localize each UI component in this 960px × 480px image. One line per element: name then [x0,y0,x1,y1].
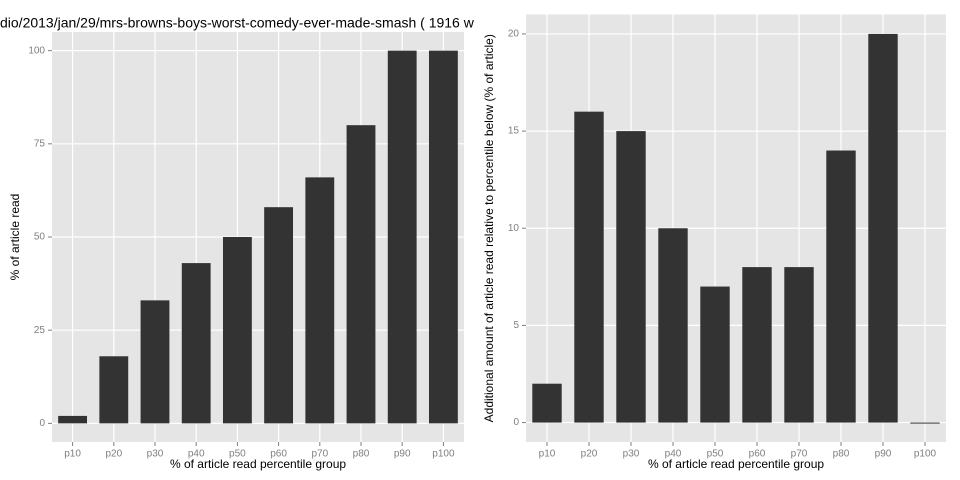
y-tick-label: 25 [34,325,46,336]
x-tick-label: p50 [229,449,246,460]
x-tick-label: p80 [833,449,850,460]
x-tick-label: p70 [311,449,328,460]
y-tick-label: 0 [39,418,45,429]
bar [222,237,252,424]
bar [868,33,898,423]
bar [826,150,856,423]
x-tick-label: p50 [707,449,724,460]
y-tick-label: 5 [513,320,519,331]
y-tick-label: 75 [34,138,46,149]
bar [742,267,772,423]
x-tick-label: p90 [394,449,411,460]
y-tick-label: 50 [34,232,46,243]
bar [140,300,170,424]
bar [532,383,562,423]
x-tick-label: p40 [188,449,205,460]
y-tick-label: 15 [508,126,520,137]
y-axis-label: % of article read [8,194,22,281]
bar [387,50,417,424]
bar [346,125,376,424]
x-tick-label: p30 [147,449,164,460]
chart-title: dio/2013/jan/29/mrs-browns-boys-worst-co… [0,15,475,31]
x-tick-label: p20 [581,449,598,460]
x-axis-label: % of article read percentile group [170,457,346,471]
bar [700,286,730,423]
x-tick-label: p100 [432,449,455,460]
x-tick-label: p30 [623,449,640,460]
y-tick-label: 10 [508,223,520,234]
y-tick-label: 100 [28,45,45,56]
x-tick-label: p10 [64,449,81,460]
bar [574,111,604,423]
bar [305,177,335,424]
bar [99,356,129,424]
x-tick-label: p60 [270,449,287,460]
bar [616,131,646,423]
x-tick-label: p70 [791,449,808,460]
bar [428,50,458,424]
bar [910,422,940,424]
bar [784,267,814,423]
x-tick-label: p10 [539,449,556,460]
x-tick-label: p100 [914,449,937,460]
x-tick-label: p60 [749,449,766,460]
bar [658,228,688,423]
bar [58,415,88,424]
x-tick-label: p40 [665,449,682,460]
y-axis-label: Additional amount of article read relati… [482,34,496,422]
bar [181,263,211,424]
x-tick-label: p20 [105,449,122,460]
x-tick-label: p90 [875,449,892,460]
y-tick-label: 20 [508,29,520,40]
x-tick-label: p80 [353,449,370,460]
x-axis-label: % of article read percentile group [648,457,824,471]
y-tick-label: 0 [513,417,519,428]
bar [264,207,294,424]
